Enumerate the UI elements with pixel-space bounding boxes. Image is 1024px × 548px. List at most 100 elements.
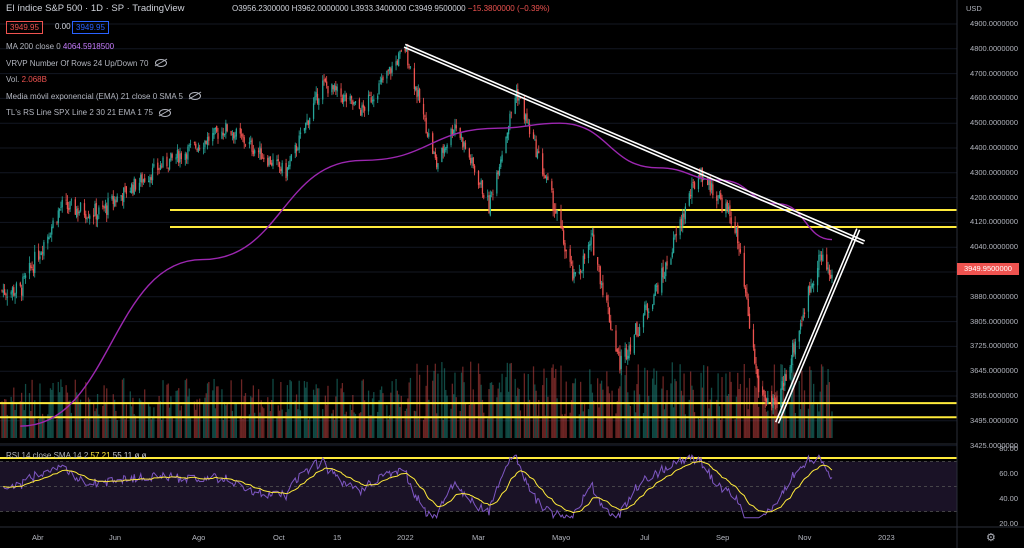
candle-body <box>318 98 320 106</box>
candle-body <box>286 167 289 177</box>
volume-bar <box>598 407 600 438</box>
sell-price-box[interactable]: 3949.95 <box>6 21 43 34</box>
candle-body <box>416 87 418 98</box>
candle-body <box>327 85 329 94</box>
candle-body <box>331 83 333 93</box>
indicator-row-0[interactable]: MA 200 close 0 4064.5918500 <box>6 42 114 52</box>
symbol-title[interactable]: El índice S&P 500 · 1D · SP · TradingVie… <box>6 3 185 14</box>
candle-body <box>697 175 700 189</box>
volume-bar <box>758 406 760 438</box>
volume-bar <box>124 419 126 438</box>
candle-body <box>628 345 630 359</box>
rsi-pane <box>0 454 957 520</box>
candle-body <box>665 262 667 277</box>
eye-hidden-icon[interactable] <box>154 59 167 68</box>
volume-bar <box>239 415 241 438</box>
candle-body <box>96 215 99 221</box>
candle-body <box>572 265 574 280</box>
candle-body <box>706 178 709 186</box>
rsi-extra: ø ø <box>134 451 147 460</box>
candle-body <box>553 209 556 211</box>
candle-body <box>257 150 260 153</box>
candle-body <box>591 233 594 236</box>
volume-bar <box>153 407 155 438</box>
candle-body <box>636 322 638 336</box>
eye-hidden-icon[interactable] <box>189 92 202 101</box>
volume-bar <box>501 373 503 438</box>
volume-bar <box>231 410 234 438</box>
volume-bar <box>527 373 529 438</box>
candle-body <box>582 255 584 272</box>
volume-bar <box>144 389 146 438</box>
buy-price-box[interactable]: 3949.95 <box>72 21 109 34</box>
price-tick-label: 3805.0000000 <box>970 316 1018 326</box>
volume-bar <box>416 363 418 438</box>
candle-body <box>58 209 61 211</box>
volume-bar <box>197 417 200 438</box>
candle-body <box>396 60 399 65</box>
candle-body <box>307 120 309 125</box>
volume-bar <box>70 412 73 438</box>
volume-bar <box>807 408 810 438</box>
eye-hidden-icon[interactable] <box>159 108 172 117</box>
volume-bar <box>569 412 571 438</box>
candle-body <box>679 219 681 236</box>
time-tick-label: Abr <box>32 533 44 542</box>
volume-bar <box>288 409 290 438</box>
candle-body <box>74 199 76 215</box>
candle-body <box>405 48 408 52</box>
volume-bar <box>645 404 647 438</box>
volume-bar <box>534 384 536 438</box>
gear-icon[interactable]: ⚙ <box>986 532 996 544</box>
volume-bar <box>189 418 192 438</box>
candle-body <box>655 285 658 287</box>
volume-bar <box>57 381 59 438</box>
volume-bar <box>396 390 399 438</box>
volume-bar <box>772 416 774 438</box>
candle-body <box>104 203 107 209</box>
candle-body <box>5 293 7 296</box>
candle-body <box>735 227 738 233</box>
volume-bar <box>345 411 347 438</box>
volume-bar <box>223 401 226 438</box>
candle-body <box>617 351 620 353</box>
candle-body <box>561 226 563 229</box>
candle-body <box>611 329 613 331</box>
candle-body <box>151 167 154 181</box>
volume-bar <box>68 401 70 438</box>
volume-bar <box>278 410 281 438</box>
indicator-row-4[interactable]: TL's RS Line SPX Line 2 30 21 EMA 1 75 <box>6 108 172 118</box>
last-price-label: 3949.9500000 <box>957 263 1019 275</box>
volume-bar <box>290 381 292 438</box>
candle-body <box>727 206 730 212</box>
candle-body <box>526 113 528 124</box>
volume-bar <box>13 387 15 438</box>
time-tick-label: 2023 <box>878 533 895 542</box>
volume-bar <box>281 409 283 438</box>
candle-body <box>657 284 659 294</box>
candle-body <box>570 261 573 264</box>
indicator-row-2[interactable]: Vol. 2.068B <box>6 75 47 85</box>
volume-bar <box>34 400 36 438</box>
volume-bar <box>185 378 188 438</box>
volume-bar <box>463 382 465 438</box>
volume-bar <box>480 384 482 438</box>
indicator-row-1[interactable]: VRVP Number Of Rows 24 Up/Down 70 <box>6 59 167 69</box>
volume-bar <box>793 372 795 438</box>
volume-bar <box>828 382 831 438</box>
volume-bar <box>23 410 25 438</box>
candle-body <box>481 180 484 194</box>
candle-body <box>263 157 265 160</box>
candle-body <box>65 199 67 201</box>
price-tick-label: 3425.0000000 <box>970 440 1018 450</box>
candle-body <box>752 329 755 348</box>
time-tick-label: Mar <box>472 533 485 542</box>
indicator-row-3[interactable]: Media móvil exponencial (EMA) 21 close 0… <box>6 92 202 102</box>
volume-bar <box>142 402 145 438</box>
volume-bar <box>573 383 575 438</box>
volume-bar <box>765 411 768 438</box>
currency-label[interactable]: USD <box>966 4 982 13</box>
volume-bar <box>674 378 676 438</box>
volume-bar <box>657 402 659 438</box>
